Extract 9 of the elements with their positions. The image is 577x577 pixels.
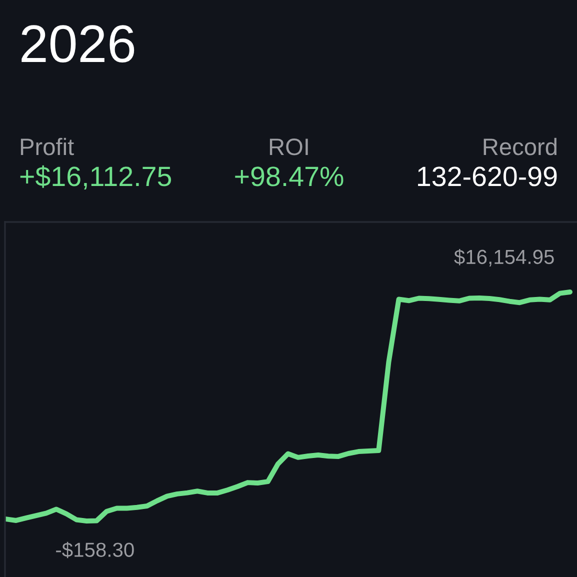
chart-title: 2026	[22, 25, 134, 63]
text: Profit	[20, 138, 74, 156]
text: +98.47%	[235, 166, 344, 186]
data-label: $16,154.95	[454, 248, 554, 266]
text: +$16,112.75	[20, 165, 172, 190]
text: Record	[484, 138, 556, 156]
data-label: -$158.30	[56, 542, 134, 558]
text: 132-620-99	[418, 166, 557, 186]
text: ROI	[270, 138, 308, 156]
